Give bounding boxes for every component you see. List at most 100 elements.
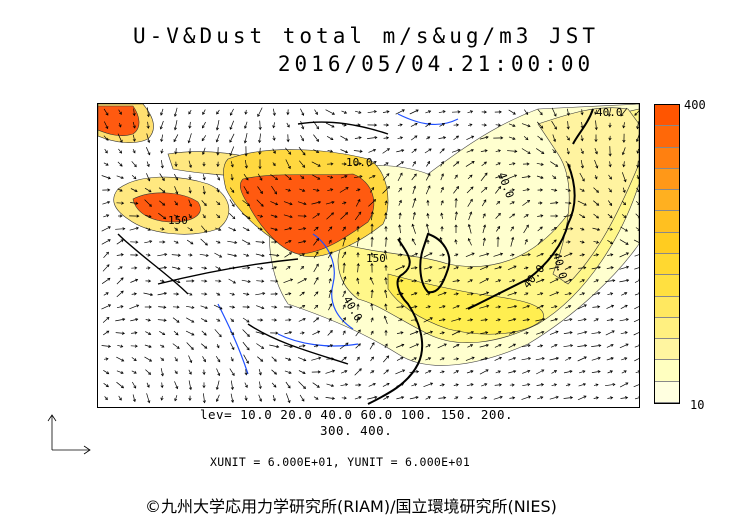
wind-vector — [173, 173, 179, 181]
wind-vector-head — [204, 319, 208, 323]
wind-vector — [314, 109, 318, 115]
wind-vector — [564, 318, 572, 322]
wind-vector-head — [498, 110, 502, 114]
wind-vector — [312, 330, 320, 336]
wind-vector-head — [120, 305, 124, 309]
wind-vector-head — [262, 291, 266, 296]
wind-vector-head — [610, 318, 614, 322]
wind-vector-head — [175, 191, 179, 195]
wind-vector — [410, 319, 418, 321]
wind-vector-head — [636, 150, 639, 154]
wind-vector — [285, 159, 291, 169]
wind-vector-head — [399, 318, 403, 322]
wind-vector-head — [217, 240, 221, 244]
wind-vector-head — [148, 214, 152, 218]
wind-vector — [243, 173, 249, 181]
wind-vector-head — [442, 318, 446, 322]
wind-vector-head — [370, 289, 374, 293]
wind-vector-head — [272, 137, 276, 141]
wind-vector-head — [287, 266, 291, 269]
wind-vector — [327, 344, 333, 348]
wind-vector-head — [329, 149, 334, 153]
wind-vector — [370, 277, 374, 285]
wind-vector — [566, 148, 570, 154]
wind-vector-head — [188, 151, 192, 155]
wind-vector-head — [175, 240, 179, 244]
wind-vector — [550, 318, 558, 322]
wind-vector-head — [204, 266, 208, 270]
wind-vector-head — [160, 165, 164, 169]
wind-vector — [495, 292, 501, 296]
wind-vector — [256, 305, 264, 309]
wind-vector — [620, 107, 628, 117]
wind-vector — [425, 279, 431, 283]
wind-vector — [367, 110, 377, 114]
wind-vector-head — [567, 164, 571, 168]
wind-vector — [284, 370, 292, 374]
wind-vector-head — [499, 252, 504, 256]
wind-vector — [607, 292, 613, 296]
wind-vector — [467, 267, 473, 269]
wind-vector-head — [343, 396, 347, 400]
wind-vector — [313, 134, 319, 142]
wind-vector — [508, 343, 516, 349]
wind-vector-head — [527, 200, 531, 203]
wind-vectors — [101, 107, 639, 404]
wind-vector — [564, 279, 572, 283]
wind-vector-head — [540, 125, 544, 129]
wind-vector-head — [623, 370, 627, 374]
wind-vector-head — [399, 172, 403, 176]
wind-vector — [581, 121, 583, 129]
wind-vector — [255, 331, 265, 335]
wind-vector — [577, 304, 587, 310]
wind-vector — [594, 174, 598, 180]
wind-vector — [299, 160, 305, 168]
wind-vector — [132, 394, 136, 402]
wind-vector-head — [384, 212, 388, 216]
wind-vector-head — [204, 279, 208, 283]
wind-vector-head — [202, 111, 205, 116]
wind-vector-head — [289, 278, 294, 282]
wind-vector-head — [244, 165, 248, 169]
wind-vector — [536, 384, 544, 386]
wind-vector — [187, 292, 193, 296]
wind-vector — [395, 265, 405, 271]
wind-vector — [535, 279, 545, 283]
wind-vector — [523, 214, 529, 218]
wind-vector — [257, 214, 263, 218]
wind-vector-head — [411, 223, 415, 227]
wind-vector — [409, 343, 419, 349]
wind-vector — [312, 213, 320, 219]
wind-vector — [171, 254, 181, 256]
chart-title: U-V&Dust total m/s&ug/m3 JST — [132, 24, 599, 48]
wind-vector — [202, 121, 206, 129]
wind-vector — [437, 343, 447, 349]
wind-vector — [355, 343, 361, 349]
wind-vector — [496, 201, 500, 205]
wind-vector — [396, 357, 404, 361]
wind-vector-head — [456, 357, 460, 361]
wind-vector-head — [402, 265, 406, 269]
wind-vector-head — [594, 127, 598, 131]
wind-vector — [549, 266, 559, 270]
wind-vector — [594, 159, 598, 169]
wind-vector-head — [204, 345, 208, 349]
wind-vector — [480, 319, 488, 321]
wind-vector-head — [203, 203, 207, 207]
wind-vector-head — [497, 370, 501, 374]
wind-vector-head — [570, 227, 574, 231]
wind-vector-head — [147, 266, 151, 270]
wind-vector-head — [106, 330, 110, 334]
wind-vector — [579, 172, 585, 182]
wind-vector — [145, 319, 151, 321]
wind-vector — [269, 344, 279, 348]
wind-vector-head — [258, 140, 262, 144]
wind-vector — [160, 120, 164, 130]
wind-vector — [537, 226, 543, 232]
wind-vector — [593, 397, 599, 399]
wind-vector — [174, 186, 178, 194]
wind-vector-head — [217, 372, 221, 377]
wind-vector — [396, 383, 404, 387]
wind-vector-head — [328, 289, 333, 293]
wind-vector-head — [553, 383, 558, 387]
